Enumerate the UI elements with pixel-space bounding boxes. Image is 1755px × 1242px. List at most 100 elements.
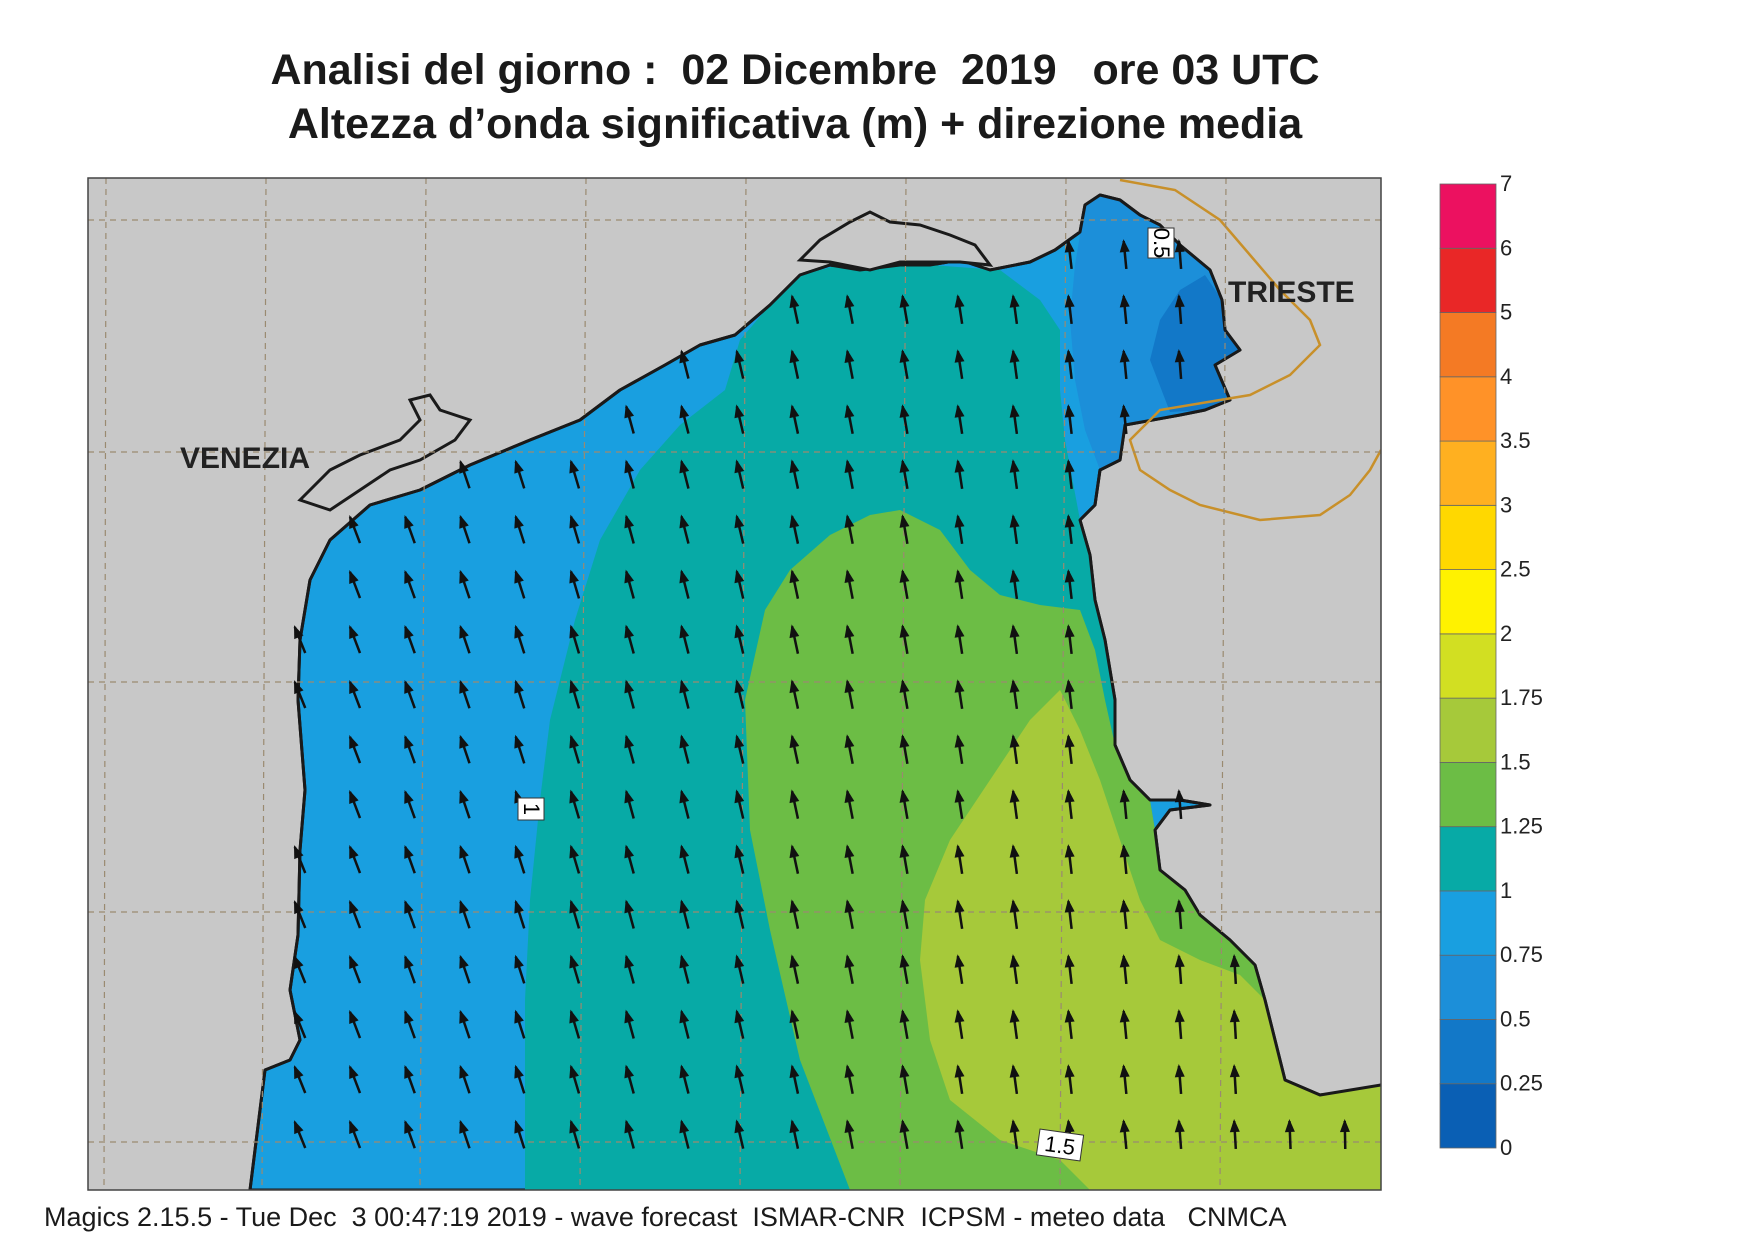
contour-label-1.5: 1.5 <box>1035 1128 1085 1162</box>
direction-arrow-head <box>789 569 800 584</box>
direction-arrow-head <box>789 844 800 859</box>
direction-arrow-head <box>899 734 910 748</box>
direction-arrow-head <box>734 404 745 419</box>
contour-label-1: 1 <box>517 797 545 821</box>
direction-arrow-head <box>1229 1119 1240 1133</box>
direction-arrow-head <box>1009 569 1020 583</box>
colorbar-tick-label: 6 <box>1500 235 1512 260</box>
direction-arrow-head <box>844 1009 855 1024</box>
colorbar-swatch <box>1439 697 1497 763</box>
direction-arrow-head <box>1064 624 1075 638</box>
direction-arrow-head <box>1229 1009 1240 1023</box>
colorbar-swatch <box>1439 440 1497 506</box>
direction-arrow-head <box>844 624 855 639</box>
direction-arrow-head <box>844 844 855 859</box>
direction-arrow-head <box>899 1064 910 1078</box>
direction-arrow-head <box>1064 734 1075 748</box>
direction-arrow-head <box>624 679 635 694</box>
direction-arrow-head <box>679 349 690 364</box>
contour-label-1.5-text: 1.5 <box>1043 1131 1077 1160</box>
direction-arrow-head <box>404 1009 414 1024</box>
colorbar-swatch <box>1439 890 1497 956</box>
direction-arrow-head <box>404 954 414 969</box>
direction-arrow-head <box>294 845 304 860</box>
contour-label-0.5: 0.5 <box>1147 227 1175 259</box>
direction-arrow-head <box>954 624 965 638</box>
direction-arrow-head <box>1064 569 1075 583</box>
direction-arrow-head <box>1009 624 1020 638</box>
direction-arrow-head <box>1009 789 1020 803</box>
direction-arrow-head <box>514 569 524 584</box>
direction-arrow-head <box>844 734 855 749</box>
colorbar-tick-label: 1 <box>1500 878 1512 903</box>
direction-arrow-head <box>1009 844 1020 858</box>
direction-arrow-head <box>514 954 524 969</box>
direction-arrow-head <box>734 899 745 914</box>
direction-arrow-head <box>899 1009 910 1023</box>
direction-arrow-head <box>459 1009 469 1024</box>
direction-arrow-head <box>1064 954 1075 968</box>
direction-arrow-head <box>459 899 469 914</box>
direction-arrow-head <box>349 1065 359 1079</box>
direction-arrow-head <box>1119 1064 1130 1078</box>
direction-arrow-head <box>294 1120 304 1135</box>
direction-arrow-head <box>789 734 800 749</box>
direction-arrow-head <box>514 679 524 694</box>
sea-band-0.25-0.5 <box>1150 275 1240 412</box>
direction-arrow-head <box>1064 349 1075 363</box>
direction-arrow-head <box>679 1009 690 1024</box>
direction-arrow-head <box>679 789 690 804</box>
direction-arrow-head <box>349 735 359 749</box>
direction-arrow-head <box>459 789 469 804</box>
direction-arrow-head <box>514 1119 524 1134</box>
direction-arrow-head <box>624 459 635 474</box>
direction-arrow-head <box>349 955 359 969</box>
direction-arrow-head <box>899 789 910 803</box>
direction-arrow-head <box>1009 514 1020 528</box>
colorbar-tick-label: 7 <box>1500 171 1512 196</box>
colorbar-tick-label: 1.25 <box>1500 814 1543 839</box>
direction-arrow-head <box>1119 349 1130 363</box>
direction-arrow-head <box>1009 899 1020 913</box>
direction-arrow-head <box>899 844 910 858</box>
direction-arrow-head <box>1009 294 1020 308</box>
direction-arrow-head <box>844 1064 855 1079</box>
direction-arrow-head <box>954 1009 965 1023</box>
direction-arrow-head <box>789 679 800 694</box>
direction-arrow-head <box>899 954 910 968</box>
direction-arrow-head <box>1009 1009 1020 1023</box>
direction-arrow-head <box>734 624 745 639</box>
direction-arrow-head <box>624 1064 635 1079</box>
direction-arrow-head <box>349 515 359 529</box>
direction-arrow-head <box>569 734 579 749</box>
direction-arrow-head <box>1119 239 1130 253</box>
direction-arrow-head <box>844 294 855 309</box>
direction-arrow-head <box>1064 514 1075 528</box>
direction-arrow-head <box>954 349 965 363</box>
direction-arrow-head <box>459 679 469 694</box>
direction-arrow-head <box>1064 679 1075 693</box>
direction-arrow-head <box>899 569 910 583</box>
colorbar-tick-label: 0.5 <box>1500 1006 1531 1031</box>
direction-arrow-head <box>679 844 690 859</box>
colorbar-swatch <box>1439 183 1497 249</box>
direction-arrow-head <box>1119 404 1130 418</box>
colorbar-tick-label: 3.5 <box>1500 428 1531 453</box>
direction-arrow-head <box>734 514 745 529</box>
colorbar-tick-label: 0 <box>1500 1135 1512 1160</box>
direction-arrow-head <box>679 404 690 419</box>
colorbar-swatch <box>1439 312 1497 378</box>
direction-arrow-head <box>734 1064 745 1079</box>
direction-arrow-head <box>569 624 579 639</box>
direction-arrow-head <box>514 624 524 639</box>
colorbar-swatch <box>1439 569 1497 635</box>
sea-band-1.5-1.75 <box>920 690 1381 1190</box>
direction-arrow-head <box>734 789 745 804</box>
direction-arrow-head <box>844 1119 855 1134</box>
wave-direction-arrows <box>293 239 1350 1150</box>
colorbar-swatch <box>1439 1083 1497 1149</box>
colorbar-tick-label: 0.25 <box>1500 1071 1543 1096</box>
direction-arrow-head <box>404 1064 414 1079</box>
direction-arrow-head <box>1064 404 1075 418</box>
direction-arrow-head <box>734 349 745 364</box>
